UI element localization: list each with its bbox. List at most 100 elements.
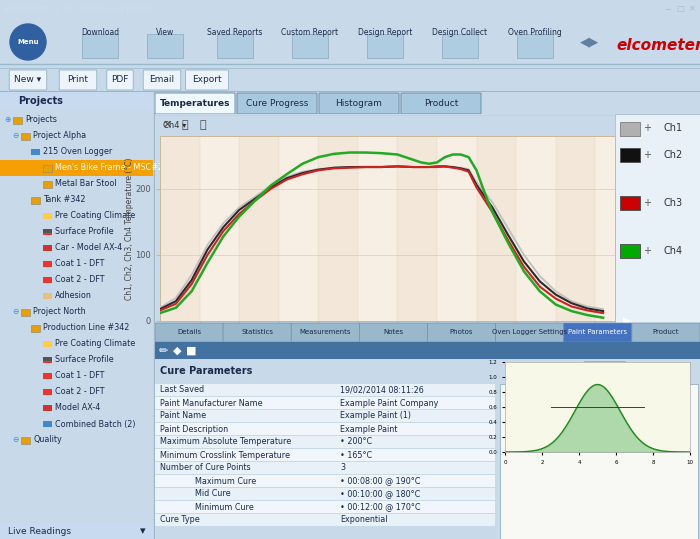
Bar [43,181,52,188]
Text: ⊖: ⊖ [12,436,18,445]
Text: Coat 1 - DFT: Coat 1 - DFT [55,371,104,381]
Text: Photos: Photos [450,329,473,335]
FancyBboxPatch shape [359,323,428,342]
Text: Ch3: Ch3 [663,198,682,208]
Bar [43,373,52,379]
Text: ⊖: ⊖ [12,132,18,141]
Bar [199,136,239,321]
Bar [31,325,40,332]
Text: ─: ─ [666,4,671,13]
Bar [43,405,52,411]
Text: Coat 1 - DFT: Coat 1 - DFT [55,259,104,268]
Bar [217,34,253,58]
Text: Maximum Cure: Maximum Cure [195,476,256,486]
Text: Product: Product [424,99,458,107]
FancyBboxPatch shape [155,93,235,114]
Text: +: + [643,150,651,160]
Bar [318,136,358,321]
Bar [21,309,30,316]
Bar [0,523,155,539]
Text: ▶: ▶ [623,316,631,326]
Text: Projects: Projects [18,96,63,106]
Text: Tank #342: Tank #342 [43,196,85,204]
Text: Cure Parameters: Cure Parameters [160,366,253,376]
Text: Paint Description: Paint Description [160,425,228,433]
Bar [13,117,22,124]
Text: ⊖: ⊖ [12,308,18,316]
Text: ✕: ✕ [162,120,172,130]
Text: • 200°C: • 200°C [340,438,372,446]
Text: Design Collect: Design Collect [433,28,488,37]
Bar [437,136,477,321]
Bar [43,233,52,235]
Bar [43,293,52,299]
Text: Exponential: Exponential [340,515,388,524]
Text: Details: Details [177,329,201,335]
Bar [620,244,640,258]
Y-axis label: Ch1, Ch2, Ch3, Ch4 Temperature (°C): Ch1, Ch2, Ch3, Ch4 Temperature (°C) [125,157,134,300]
Bar [155,514,495,526]
Text: Measurements: Measurements [300,329,351,335]
Bar [155,342,700,359]
Text: 215 Oven Logger: 215 Oven Logger [43,148,112,156]
FancyBboxPatch shape [564,323,632,342]
Text: Example Paint Company: Example Paint Company [340,398,438,407]
FancyBboxPatch shape [319,93,399,114]
Bar [398,136,437,321]
Text: □: □ [676,4,684,13]
Bar [43,277,52,283]
Text: View: View [156,28,174,37]
Text: 🔍: 🔍 [199,120,206,130]
Text: ×: × [689,4,696,13]
FancyBboxPatch shape [9,70,47,90]
Text: Temperatures: Temperatures [160,99,230,107]
Bar [477,136,516,321]
Text: +: + [643,198,651,208]
Bar [358,136,398,321]
Bar [292,34,328,58]
Text: • 00:08:00 @ 190°C: • 00:08:00 @ 190°C [340,476,421,486]
FancyBboxPatch shape [106,70,133,90]
Bar [279,136,318,321]
Text: Mid Cure: Mid Cure [195,489,230,499]
Circle shape [10,24,46,60]
Text: Coat 2 - DFT: Coat 2 - DFT [55,275,104,285]
Bar [155,475,495,487]
Text: Pre Coating Climate: Pre Coating Climate [55,211,135,220]
Bar [155,488,495,500]
FancyBboxPatch shape [223,323,291,342]
Bar [43,341,52,347]
Text: Oven Profiling: Oven Profiling [508,28,562,37]
Bar [43,389,52,395]
Text: Cure Progress: Cure Progress [246,99,308,107]
Text: ▾: ▾ [140,526,146,536]
Bar [155,462,495,474]
Bar [595,136,635,321]
Text: 3: 3 [340,464,345,473]
FancyBboxPatch shape [584,362,626,380]
Text: Example Paint: Example Paint [340,425,398,433]
Bar [556,136,595,321]
X-axis label: Reading Number: Reading Number [349,342,426,351]
Bar [43,361,52,363]
Bar [500,384,698,539]
Bar [0,160,153,176]
Text: Last Saved: Last Saved [160,385,204,395]
Text: Adhesion: Adhesion [55,292,92,301]
Text: Statistics: Statistics [241,329,273,335]
Bar [43,421,52,427]
Text: Surface Profile: Surface Profile [55,227,113,237]
Text: Design Report: Design Report [358,28,412,37]
Bar [43,213,52,219]
Text: Paint Manufacturer Name: Paint Manufacturer Name [160,398,262,407]
Bar [31,197,40,204]
Bar [43,229,52,235]
FancyBboxPatch shape [632,323,700,342]
Text: Print: Print [67,75,88,85]
Bar [620,196,640,210]
Text: Oven Logger Settings: Oven Logger Settings [492,329,567,335]
Bar [620,148,640,162]
Text: +: + [643,123,651,133]
Bar [155,397,495,409]
Bar [155,423,495,435]
